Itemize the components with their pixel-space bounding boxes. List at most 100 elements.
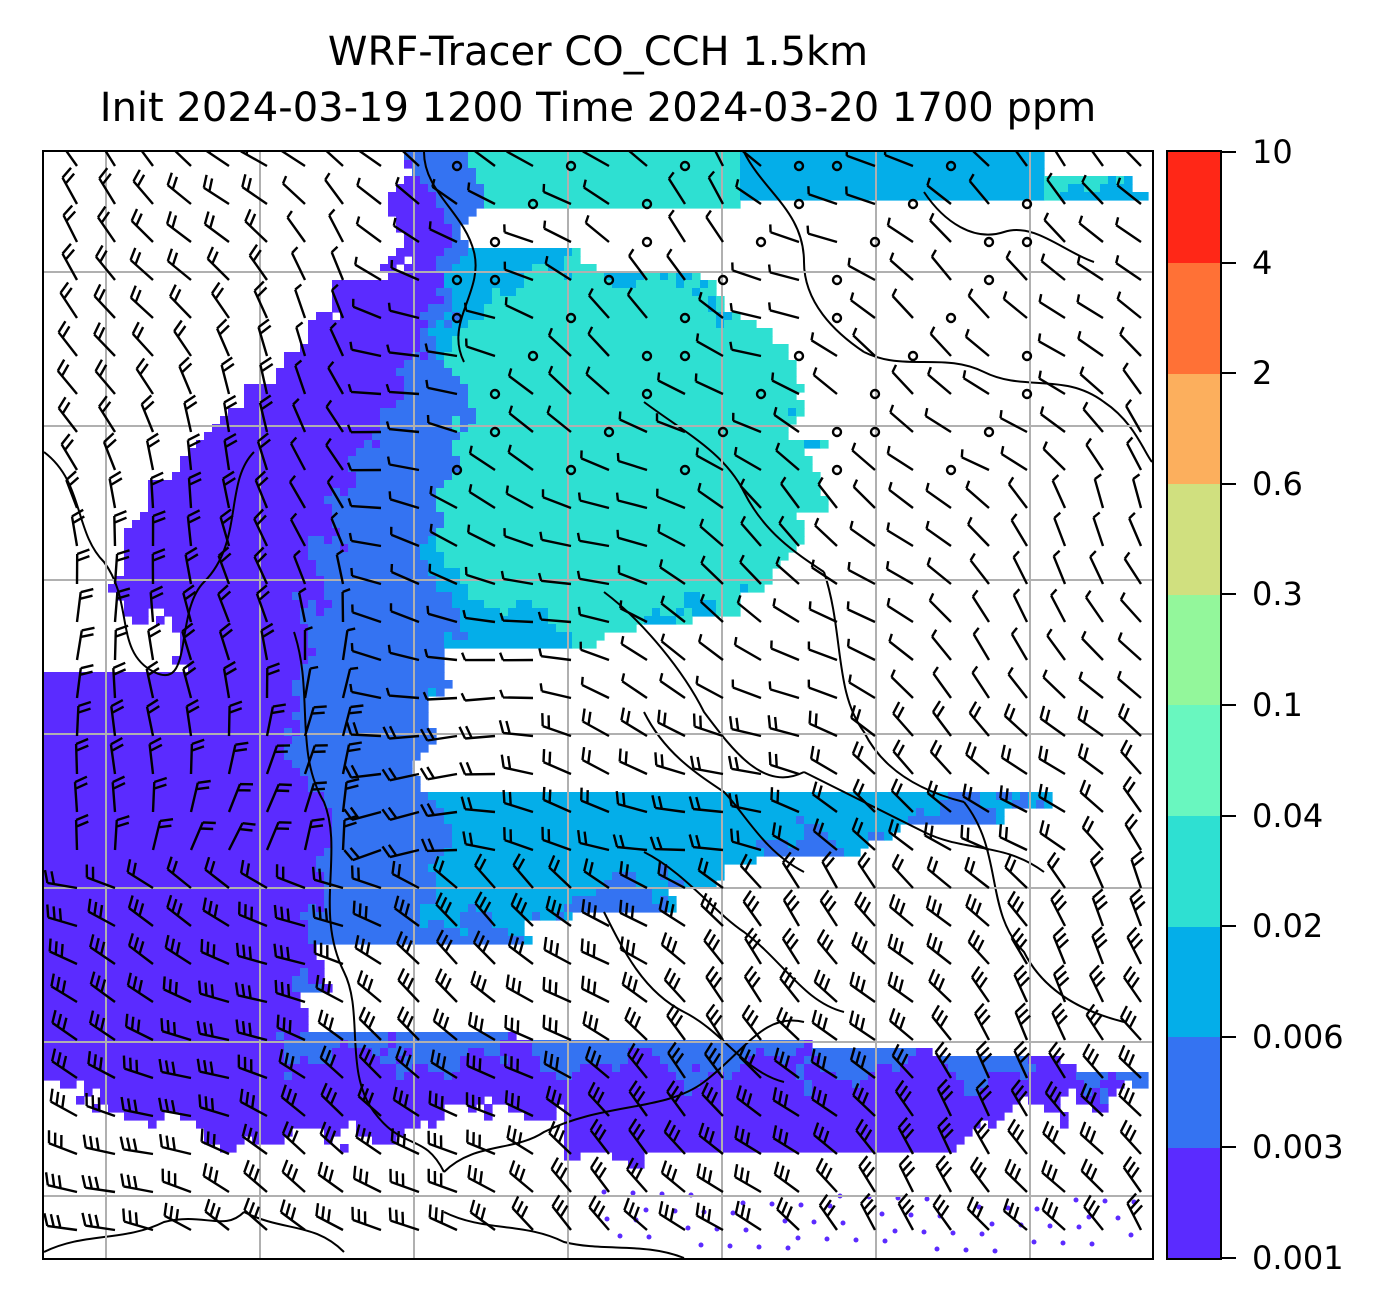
wind-barb <box>1115 255 1142 281</box>
concentration-cell <box>244 400 397 409</box>
wind-barb <box>350 567 382 586</box>
wind-barb <box>582 179 610 206</box>
concentration-cell <box>452 600 485 609</box>
concentration-cell <box>404 1072 445 1081</box>
concentration-cell <box>1028 1096 1061 1105</box>
concentration-cell <box>1092 1104 1109 1113</box>
wind-barb <box>50 973 78 1004</box>
concentration-cell <box>308 968 325 977</box>
wind-barb <box>341 666 359 699</box>
wind-barb <box>186 509 201 547</box>
concentration-cell <box>484 192 741 201</box>
concentration-speckle <box>892 1228 898 1234</box>
wind-barb <box>859 1192 877 1231</box>
concentration-cell <box>428 920 445 929</box>
wind-barb <box>319 1045 344 1079</box>
wind-barb <box>739 478 762 509</box>
concentration-cell <box>44 808 333 817</box>
wind-barb <box>434 968 458 1003</box>
wind-barb <box>818 1194 838 1231</box>
concentration-cell <box>308 320 429 329</box>
concentration-cell <box>956 1072 989 1081</box>
concentration-cell <box>300 704 429 713</box>
wind-barb <box>126 859 154 890</box>
concentration-speckle <box>824 1236 830 1242</box>
wind-barb <box>119 1136 154 1156</box>
wind-barb <box>206 246 230 281</box>
wind-barb <box>145 660 160 699</box>
wind-barb <box>389 1168 420 1194</box>
wind-barb <box>1078 215 1104 243</box>
concentration-cell <box>716 312 733 321</box>
concentration-cell <box>460 928 469 937</box>
wind-barb <box>742 890 762 927</box>
wind-barb <box>256 432 271 471</box>
concentration-cell <box>396 224 453 233</box>
wind-barb <box>145 698 160 737</box>
wind-barb <box>239 859 268 890</box>
wind-barb <box>775 442 800 471</box>
concentration-cell <box>556 1072 573 1081</box>
wind-barb <box>202 1163 230 1194</box>
wind-barb <box>422 691 458 701</box>
wind-barb <box>1013 964 1030 1003</box>
wind-barb <box>707 170 725 205</box>
wind-barb <box>743 965 763 1003</box>
wind-barb <box>503 827 534 852</box>
wind-barb <box>973 1117 991 1155</box>
wind-barb <box>50 1048 78 1079</box>
concentration-cell <box>468 248 573 257</box>
concentration-cell <box>44 704 301 713</box>
wind-barb <box>542 183 572 206</box>
calm-wind-circle <box>565 160 577 172</box>
calm-wind-circle <box>489 426 501 438</box>
concentration-speckle <box>879 1211 885 1217</box>
wind-barb <box>344 764 382 779</box>
calm-wind-circle <box>565 312 577 324</box>
concentration-cell <box>1020 1072 1029 1081</box>
concentration-cell <box>308 552 421 561</box>
concentration-cell <box>396 1072 405 1081</box>
coastline <box>803 771 1045 873</box>
calm-wind-circle <box>755 236 767 248</box>
concentration-cell <box>356 448 453 457</box>
concentration-cell <box>444 248 469 257</box>
wind-barb <box>257 318 272 357</box>
wind-barb <box>122 1208 154 1232</box>
concentration-speckle <box>798 1202 804 1208</box>
wind-barb <box>968 173 990 205</box>
concentration-cell <box>44 688 293 697</box>
concentration-speckle <box>646 1234 652 1240</box>
wind-barb <box>1122 1156 1142 1193</box>
concentration-cell <box>332 840 453 849</box>
wind-barb <box>975 1078 992 1117</box>
wind-barb <box>1126 1192 1143 1231</box>
wind-barb <box>426 605 458 624</box>
wind-barb <box>812 818 838 851</box>
wind-barb <box>924 407 952 434</box>
wind-barb <box>51 1009 78 1041</box>
concentration-cell <box>804 1080 813 1089</box>
wind-barb <box>182 584 197 623</box>
wind-barb <box>1091 926 1108 965</box>
concentration-cell <box>684 600 717 609</box>
concentration-cell <box>724 320 757 329</box>
wind-barb <box>1048 1041 1067 1079</box>
concentration-cell <box>468 400 805 409</box>
wind-barb <box>1089 850 1105 889</box>
wind-barb <box>624 1006 648 1041</box>
concentration-cell <box>636 280 677 289</box>
coastline <box>923 191 1095 263</box>
concentration-cell <box>476 408 789 417</box>
concentration-cell <box>340 1144 349 1153</box>
concentration-cell <box>148 480 357 489</box>
wind-barb <box>849 292 876 319</box>
wind-barb <box>1007 476 1028 509</box>
wind-barb <box>1041 1197 1066 1231</box>
concentration-cell <box>124 544 309 553</box>
wind-barb <box>768 302 800 320</box>
concentration-cell <box>444 632 453 641</box>
concentration-cell <box>116 592 293 601</box>
wind-barb <box>151 548 166 585</box>
wind-barb <box>508 1160 534 1193</box>
